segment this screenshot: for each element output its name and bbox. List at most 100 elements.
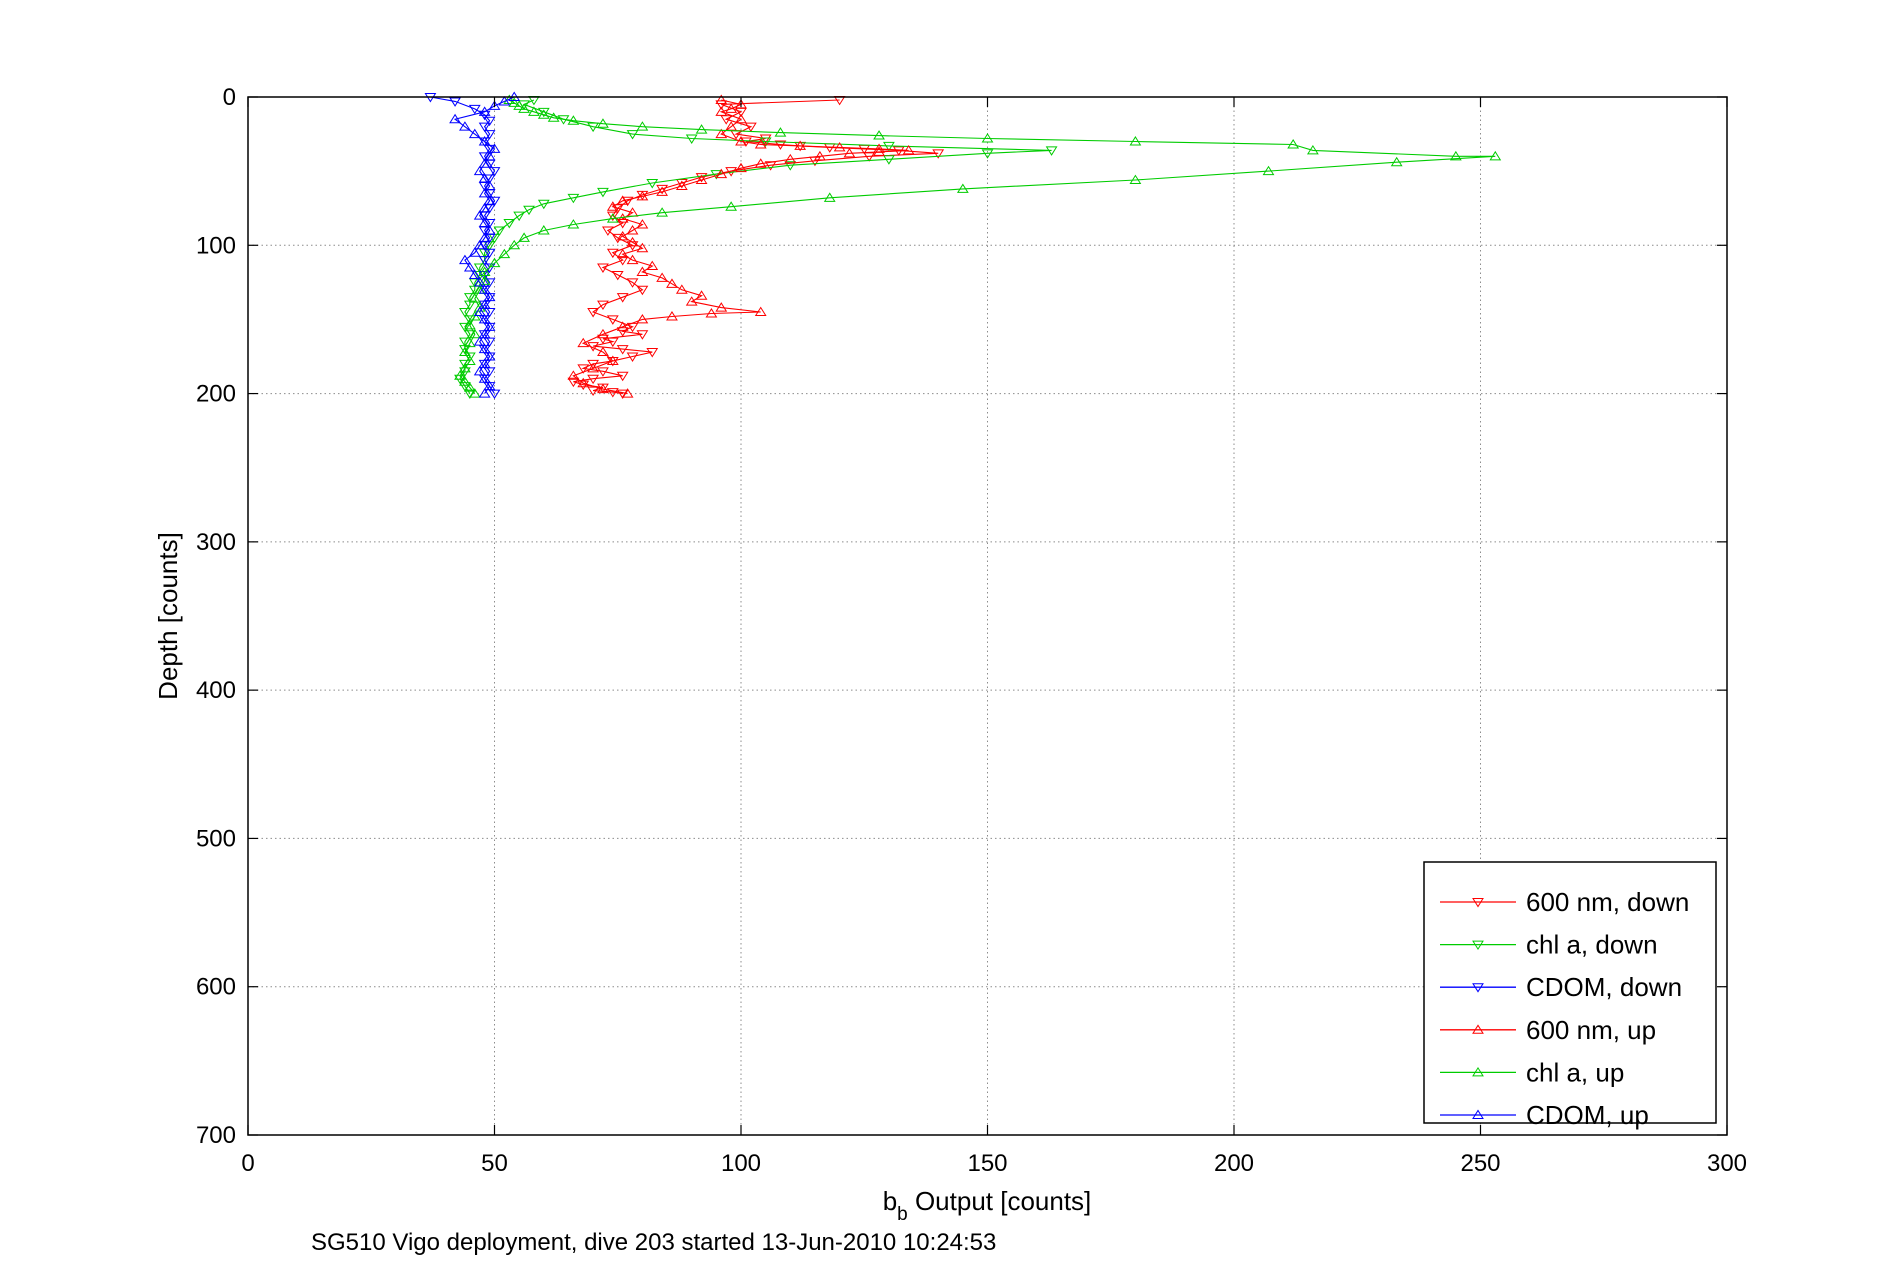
data-point <box>547 112 560 122</box>
data-point <box>518 103 530 113</box>
data-point <box>715 94 728 104</box>
data-point <box>1489 150 1502 161</box>
data-point <box>685 134 698 144</box>
data-point <box>774 127 787 137</box>
data-point <box>744 122 757 133</box>
axis-ticks: 0 50 100 150 200 250 300 0 100 200 300 400 500 600 700 <box>196 84 1747 1177</box>
data-point <box>833 141 846 152</box>
x-axis-label-subscript: b <box>897 1204 908 1225</box>
x-axis-label: bb Output [counts] <box>883 1186 1092 1225</box>
data-point <box>473 165 486 176</box>
data-point <box>488 167 501 177</box>
data-point <box>478 328 491 339</box>
data-point <box>601 226 614 236</box>
data-point <box>493 226 506 236</box>
data-point <box>636 285 649 296</box>
data-point <box>498 96 511 106</box>
data-point <box>508 97 521 107</box>
data-point <box>685 296 698 306</box>
x-tick-label: 100 <box>721 1150 761 1177</box>
data-point <box>675 284 688 294</box>
data-point <box>483 248 496 259</box>
data-point <box>518 232 530 242</box>
data-point <box>715 168 728 179</box>
data-point <box>577 337 590 348</box>
data-point <box>537 107 550 118</box>
data-point <box>473 276 486 287</box>
data-point <box>621 196 634 207</box>
data-point <box>715 128 728 139</box>
data-point <box>616 293 629 303</box>
data-point <box>463 262 476 272</box>
data-point <box>459 322 471 333</box>
data-point <box>616 345 629 355</box>
data-point <box>478 256 491 266</box>
data-point <box>463 319 476 330</box>
data-point <box>616 321 629 331</box>
data-point <box>1129 174 1142 185</box>
data-point <box>1045 146 1058 156</box>
data-point <box>483 195 496 205</box>
data-point <box>463 337 476 348</box>
data-point <box>537 225 550 235</box>
data-point <box>725 201 738 211</box>
legend-label: 600 nm, up <box>1526 1015 1656 1045</box>
data-point <box>508 239 521 250</box>
data-point <box>483 321 496 331</box>
legend-entry: chl a, up <box>1440 1057 1624 1087</box>
data-point <box>666 311 678 321</box>
data-point <box>513 100 526 110</box>
data-point <box>567 219 580 229</box>
data-point <box>1262 165 1275 176</box>
data-point <box>577 380 590 391</box>
data-point <box>656 186 669 196</box>
data-point <box>478 187 491 198</box>
series-5 <box>449 91 521 398</box>
legend-box <box>1423 861 1717 1124</box>
data-point <box>636 242 649 253</box>
data-point <box>478 266 491 276</box>
y-tick-label: 700 <box>196 1122 236 1149</box>
data-point <box>488 143 501 153</box>
legend-label: chl a, down <box>1526 930 1658 960</box>
data-point <box>483 116 496 127</box>
data-point <box>1306 144 1319 155</box>
data-point <box>705 308 718 318</box>
data-point <box>483 351 496 361</box>
data-point <box>616 219 629 229</box>
data-point <box>873 130 885 140</box>
data-point <box>478 358 491 368</box>
data-point <box>626 130 639 140</box>
data-point <box>473 306 486 317</box>
series-4 <box>454 94 1502 398</box>
data-point <box>488 196 501 207</box>
data-point <box>956 183 969 193</box>
y-axis-label: Depth [counts] <box>153 532 183 700</box>
data-point <box>616 371 629 382</box>
data-point <box>794 140 807 150</box>
data-point <box>636 190 649 201</box>
data-point <box>873 146 885 156</box>
data-point <box>675 180 688 190</box>
legend-entry: chl a, down <box>1440 930 1658 960</box>
data-point <box>616 248 629 259</box>
data-point <box>483 130 496 140</box>
data-point <box>459 376 471 386</box>
data-point <box>1390 156 1403 167</box>
data-point <box>537 199 550 210</box>
data-point <box>478 202 491 213</box>
data-point <box>483 291 496 302</box>
data-point <box>882 141 895 152</box>
data-point <box>725 121 738 131</box>
data-point <box>646 348 659 358</box>
data-point <box>902 144 915 155</box>
data-point <box>666 278 678 288</box>
data-point <box>468 388 481 398</box>
data-point <box>1449 150 1462 161</box>
data-point <box>483 263 496 273</box>
data-point <box>478 217 491 228</box>
data-point <box>587 362 600 373</box>
data-point <box>478 343 491 354</box>
data-point <box>695 173 708 183</box>
data-point <box>459 254 471 265</box>
